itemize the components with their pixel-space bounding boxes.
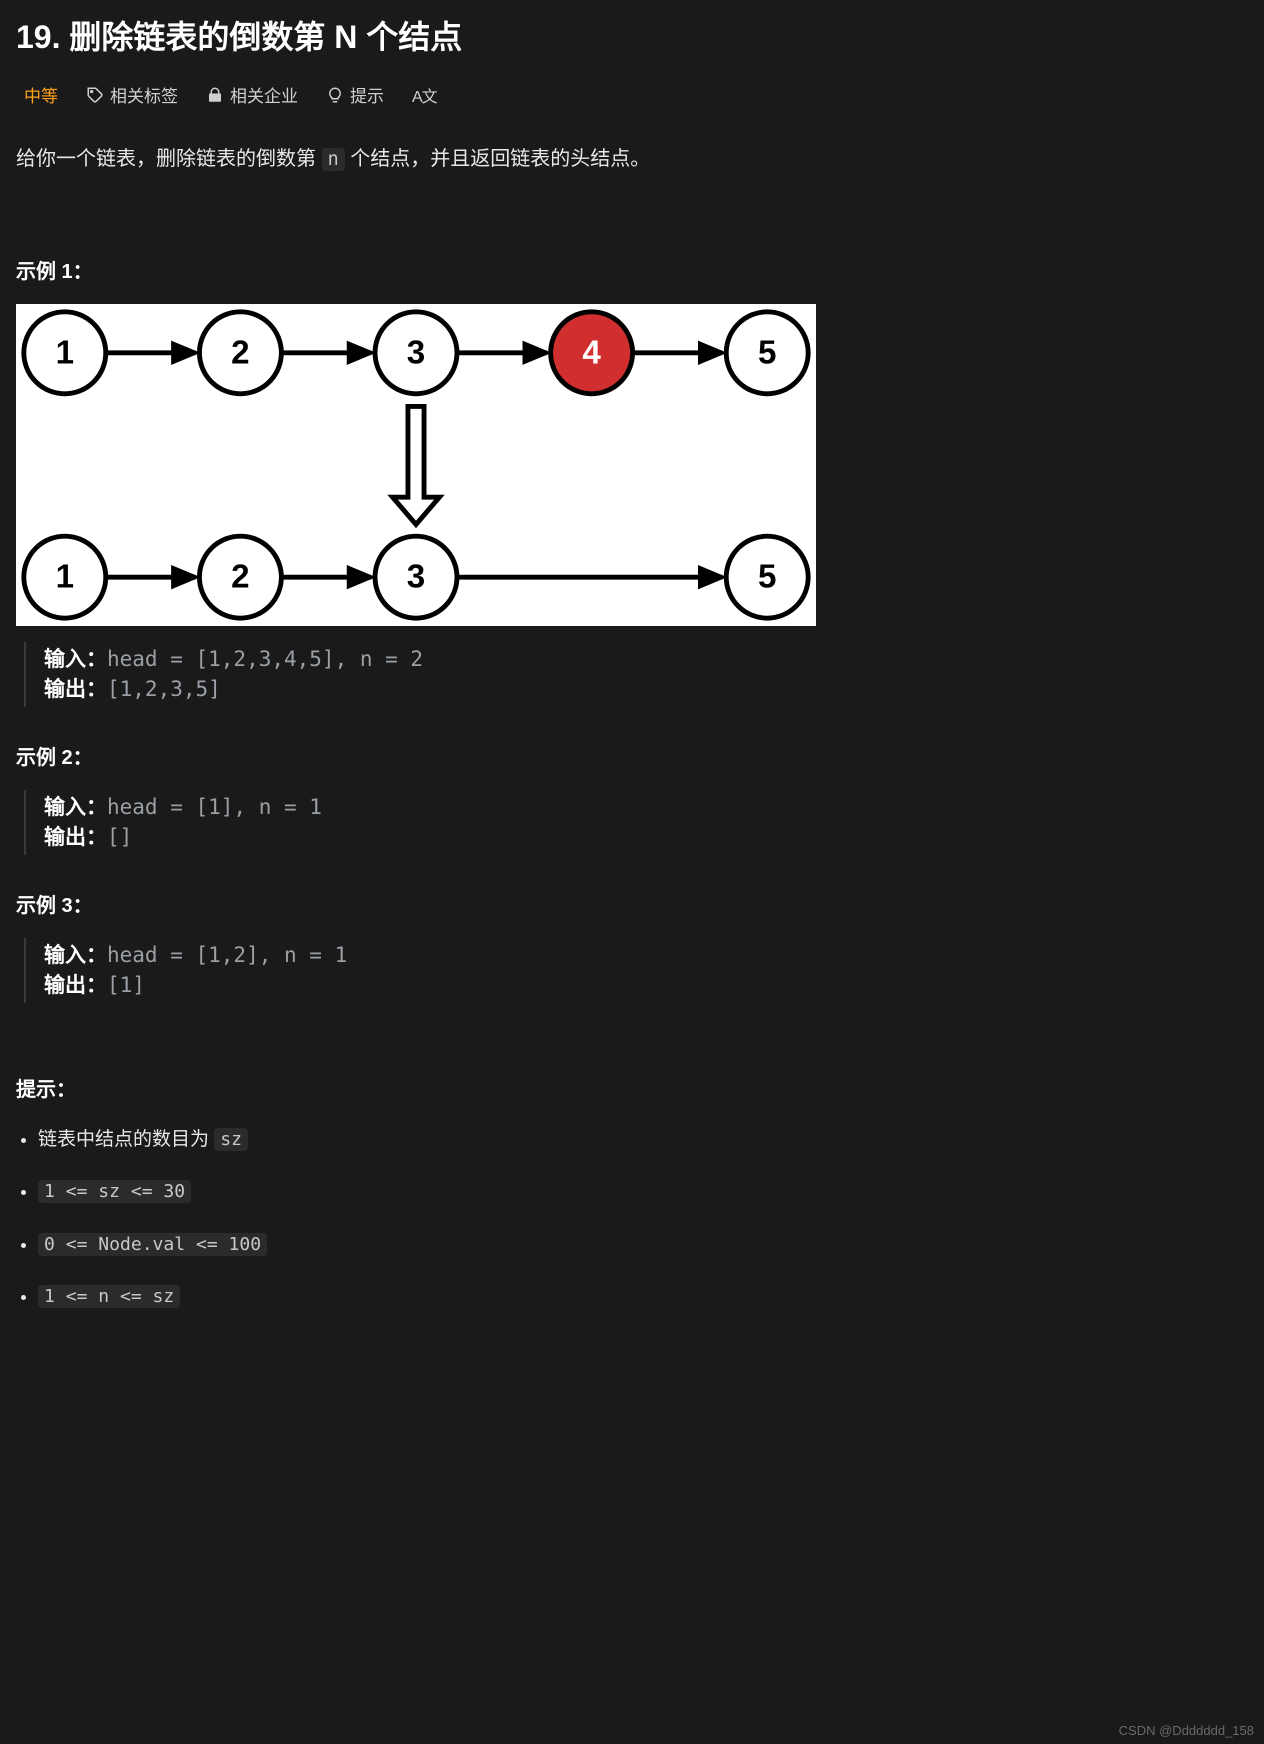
difficulty-label: 中等: [24, 82, 58, 107]
problem-description: 给你一个链表，删除链表的倒数第 n 个结点，并且返回链表的头结点。: [16, 143, 1248, 175]
constraint-code: 1 <= sz <= 30: [38, 1180, 191, 1203]
hint-tab[interactable]: 提示: [326, 82, 384, 107]
constraint-item: 0 <= Node.val <= 100: [38, 1231, 1248, 1260]
svg-text:4: 4: [582, 334, 601, 371]
desc-prefix: 给你一个链表，删除链表的倒数第: [16, 148, 322, 170]
problem-title: 19. 删除链表的倒数第 N 个结点: [16, 0, 1248, 82]
constraint-code: 1 <= n <= sz: [38, 1285, 180, 1308]
io-input-label: 输入：: [44, 943, 107, 967]
desc-suffix: 个结点，并且返回链表的头结点。: [345, 148, 651, 170]
constraint-text: 链表中结点的数目为: [38, 1129, 214, 1150]
io-output-label: 输出：: [44, 677, 107, 701]
meta-tabs: 中等 相关标签 相关企业 提示 A文: [16, 82, 1248, 107]
svg-text:1: 1: [56, 334, 74, 371]
io-output-label: 输出：: [44, 825, 107, 849]
constraints-heading: 提示：: [16, 1073, 1248, 1102]
example-1-diagram: 1 2 3 4 5 1 2 3 5: [16, 304, 816, 626]
example-2-io: 输入：head = [1], n = 1 输出：[]: [24, 790, 1248, 855]
svg-text:2: 2: [231, 559, 249, 596]
companies-tab[interactable]: 相关企业: [206, 82, 298, 107]
io-input-label: 输入：: [44, 647, 107, 671]
io-output-label: 输出：: [44, 973, 107, 997]
io-input-value: head = [1], n = 1: [107, 795, 322, 819]
svg-text:1: 1: [56, 559, 74, 596]
companies-label: 相关企业: [230, 82, 298, 107]
tag-icon: [86, 86, 104, 104]
constraint-item: 1 <= sz <= 30: [38, 1178, 1248, 1207]
svg-text:5: 5: [758, 559, 776, 596]
constraint-item: 链表中结点的数目为 sz: [38, 1126, 1248, 1155]
lightbulb-icon: [326, 86, 344, 104]
language-icon: A文: [412, 83, 437, 107]
example-1-heading: 示例 1：: [16, 255, 1248, 284]
constraint-code: sz: [214, 1128, 248, 1151]
svg-text:5: 5: [758, 334, 776, 371]
example-1-io: 输入：head = [1,2,3,4,5], n = 2 输出：[1,2,3,5…: [24, 642, 1248, 707]
language-tab[interactable]: A文: [412, 83, 437, 107]
io-input-value: head = [1,2,3,4,5], n = 2: [107, 647, 423, 671]
svg-text:3: 3: [407, 334, 425, 371]
tags-label: 相关标签: [110, 82, 178, 107]
watermark: CSDN @Ddddddd_158: [1119, 1723, 1254, 1738]
constraints-list: 链表中结点的数目为 sz 1 <= sz <= 30 0 <= Node.val…: [16, 1126, 1248, 1312]
constraint-code: 0 <= Node.val <= 100: [38, 1233, 267, 1256]
io-output-value: [1,2,3,5]: [107, 677, 221, 701]
io-input-label: 输入：: [44, 795, 107, 819]
hint-label: 提示: [350, 82, 384, 107]
constraint-item: 1 <= n <= sz: [38, 1283, 1248, 1312]
io-output-value: [1]: [107, 973, 145, 997]
example-3-heading: 示例 3：: [16, 889, 1248, 918]
tags-tab[interactable]: 相关标签: [86, 82, 178, 107]
desc-var: n: [322, 148, 345, 171]
io-input-value: head = [1,2], n = 1: [107, 943, 347, 967]
svg-text:3: 3: [407, 559, 425, 596]
svg-text:2: 2: [231, 334, 249, 371]
difficulty-badge[interactable]: 中等: [24, 82, 58, 107]
example-2-heading: 示例 2：: [16, 741, 1248, 770]
io-output-value: []: [107, 825, 132, 849]
lock-icon: [206, 86, 224, 104]
example-3-io: 输入：head = [1,2], n = 1 输出：[1]: [24, 938, 1248, 1003]
